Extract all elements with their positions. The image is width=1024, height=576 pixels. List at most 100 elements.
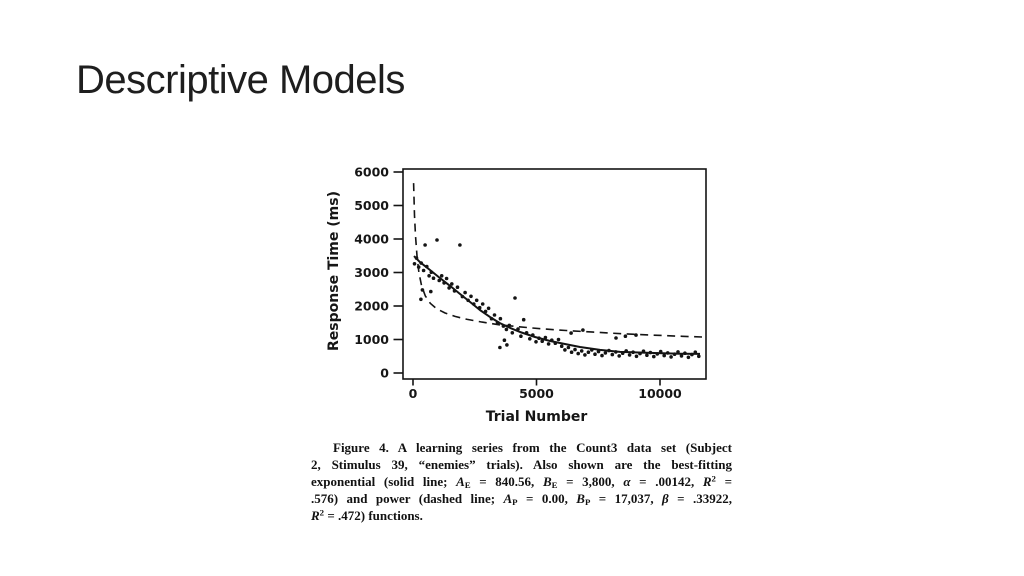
data-point — [566, 345, 571, 350]
y-tick-label: 0 — [380, 366, 389, 381]
data-point — [458, 243, 462, 247]
data-point — [686, 355, 691, 360]
data-point — [679, 354, 684, 358]
data-point — [531, 333, 535, 337]
y-tick-label: 6000 — [354, 165, 389, 180]
data-point — [528, 337, 532, 341]
learning-curve-chart: 0 1000 2000 3000 4000 5000 6000 0 5000 10000 Respo… — [326, 165, 707, 425]
data-point — [412, 262, 417, 266]
data-point — [460, 294, 465, 299]
data-point — [617, 354, 621, 358]
data-point — [444, 276, 449, 281]
data-point — [553, 341, 558, 345]
data-point — [483, 309, 488, 314]
data-point — [546, 342, 551, 346]
data-point — [516, 327, 520, 331]
data-point — [492, 313, 497, 317]
data-point — [641, 349, 646, 353]
data-point — [439, 274, 444, 278]
data-point — [596, 349, 601, 354]
x-axis-label: Trial Number — [486, 409, 588, 425]
figure-caption-line: Figure 4. A learning series from the Cou… — [333, 440, 732, 455]
y-axis: 0 1000 2000 3000 4000 5000 6000 — [354, 165, 403, 381]
y-tick-label: 3000 — [354, 265, 389, 280]
data-point — [537, 336, 541, 340]
data-point — [658, 349, 663, 354]
data-point — [631, 350, 635, 354]
data-point — [579, 349, 584, 353]
data-point — [669, 355, 673, 359]
data-point — [581, 328, 585, 332]
data-point — [614, 350, 618, 354]
data-point — [507, 323, 512, 328]
data-point — [414, 256, 419, 260]
data-point — [676, 350, 680, 354]
data-point — [593, 352, 597, 356]
data-point — [524, 331, 529, 335]
scatter-points — [412, 238, 701, 360]
data-point — [420, 288, 425, 292]
data-point — [603, 351, 608, 355]
data-point — [429, 270, 434, 274]
data-point — [655, 352, 660, 356]
x-tick-label: 10000 — [638, 386, 682, 401]
data-point — [590, 348, 594, 352]
data-point — [501, 324, 506, 328]
data-point — [505, 343, 509, 347]
y-tick-label: 1000 — [354, 332, 389, 347]
figure-caption-line: 2, Stimulus 39, “enemies” trials). Also … — [311, 457, 732, 472]
data-point — [693, 350, 698, 354]
plot-frame — [402, 168, 707, 380]
data-point — [620, 351, 625, 355]
x-tick-label: 5000 — [519, 386, 554, 401]
data-point — [495, 321, 500, 325]
data-point — [627, 353, 632, 357]
y-tick-label: 2000 — [354, 299, 389, 314]
data-point — [513, 296, 517, 300]
y-axis-label: Response Time (ms) — [326, 191, 342, 351]
data-point — [665, 351, 670, 355]
data-point — [583, 353, 587, 357]
slide-title: Descriptive Models — [76, 58, 405, 102]
data-point — [423, 243, 427, 247]
data-point — [638, 351, 642, 356]
data-point — [634, 333, 638, 337]
data-point — [672, 352, 677, 356]
data-point — [519, 334, 523, 338]
data-point — [569, 331, 573, 335]
data-point — [498, 316, 503, 321]
data-point — [442, 281, 446, 285]
data-point — [425, 264, 429, 269]
figure-caption-line: exponential (solid line; AE = 840.56, BE… — [311, 473, 732, 490]
data-point — [427, 274, 431, 278]
data-point — [502, 338, 507, 342]
data-point — [421, 268, 426, 273]
exponential-fit-line — [413, 255, 701, 355]
data-point — [419, 261, 423, 265]
data-point — [429, 289, 433, 294]
data-point — [652, 354, 656, 359]
data-point — [624, 349, 628, 353]
data-point — [419, 297, 423, 302]
data-point — [489, 316, 494, 321]
x-axis: 0 5000 10000 — [409, 379, 682, 401]
data-point — [573, 347, 577, 352]
data-point — [607, 348, 611, 353]
x-tick-label: 0 — [409, 386, 418, 401]
data-point — [477, 305, 482, 310]
data-point — [623, 334, 628, 338]
data-point — [463, 290, 467, 295]
figure-caption-line: .576) and power (dashed line; AP = 0.00,… — [311, 491, 732, 507]
data-point — [556, 337, 561, 342]
data-point — [600, 353, 604, 358]
data-point — [450, 282, 454, 286]
data-point — [416, 265, 421, 269]
data-point — [469, 294, 473, 299]
data-point — [569, 350, 574, 354]
data-point — [521, 317, 526, 322]
data-point — [540, 339, 544, 343]
data-point — [683, 351, 687, 355]
power-fit-line — [412, 183, 703, 338]
data-point — [614, 336, 618, 340]
data-point — [455, 285, 460, 289]
